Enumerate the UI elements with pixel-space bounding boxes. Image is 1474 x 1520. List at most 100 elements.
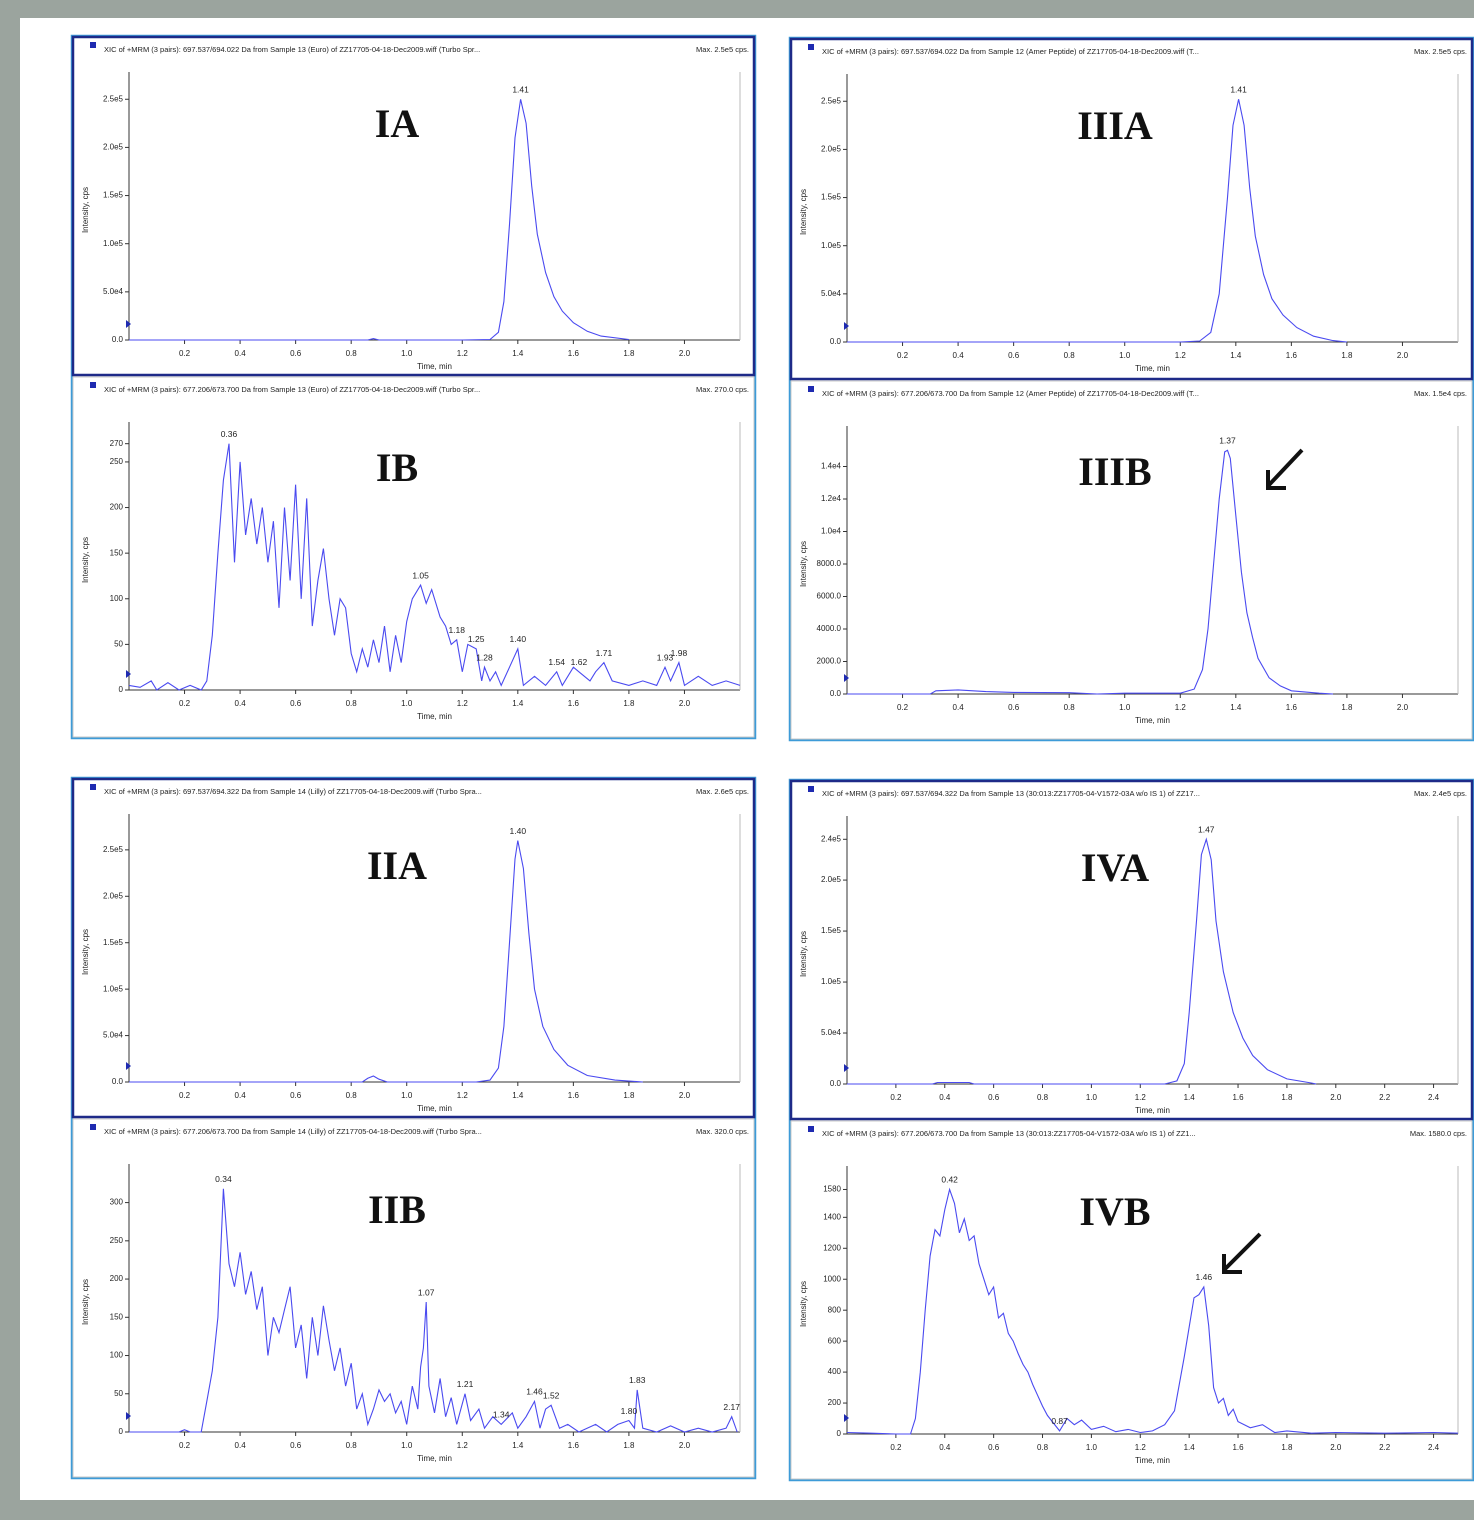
x-tick-label: 2.2: [1379, 1093, 1391, 1102]
chromatogram-panel: XIC of +MRM (3 pairs): 697.537/694.322 D…: [789, 779, 1474, 1121]
y-tick-label: 1580: [823, 1185, 841, 1194]
axis-marker: [844, 322, 849, 330]
x-tick-label: 1.8: [623, 1441, 635, 1450]
peak-label: 1.18: [448, 625, 465, 635]
x-tick-label: 0.6: [1008, 351, 1020, 360]
panel-frame: [789, 779, 1474, 1121]
y-tick-label: 50: [114, 1389, 123, 1398]
chromatogram-panel: XIC of +MRM (3 pairs): 697.537/694.022 D…: [789, 37, 1474, 381]
x-tick-label: 0.6: [988, 1093, 1000, 1102]
x-tick-label: 2.4: [1428, 1443, 1440, 1452]
x-axis-label: Time, min: [1135, 364, 1170, 373]
trace: [847, 449, 1334, 695]
max-label: Max. 2.5e5 cps.: [696, 45, 749, 54]
trace: [129, 99, 629, 341]
peak-label: 1.41: [512, 85, 529, 95]
y-axis-label: Intensity, cps: [81, 537, 90, 583]
peak-label: 1.83: [629, 1375, 646, 1385]
y-tick-label: 0.0: [830, 689, 842, 698]
y-tick-label: 2.0e5: [821, 145, 842, 154]
peak-label: 1.52: [543, 1390, 560, 1400]
y-tick-label: 600: [828, 1336, 842, 1345]
max-label: Max. 2.6e5 cps.: [696, 787, 749, 796]
y-tick-label: 800: [828, 1305, 842, 1314]
x-tick-label: 1.8: [623, 349, 635, 358]
x-tick-label: 0.6: [290, 1441, 302, 1450]
y-tick-label: 1.0e5: [103, 239, 124, 248]
y-tick-label: 100: [110, 594, 124, 603]
peak-label: 1.93: [657, 652, 674, 662]
panel-header: XIC of +MRM (3 pairs): 697.537/694.022 D…: [104, 45, 480, 54]
y-tick-label: 2.5e5: [821, 96, 842, 105]
x-tick-label: 0.4: [235, 1441, 247, 1450]
x-tick-label: 1.0: [401, 349, 413, 358]
trace: [847, 99, 1347, 343]
y-tick-label: 6000.0: [817, 592, 842, 601]
panel-label: IVA: [1081, 845, 1149, 890]
x-tick-label: 1.4: [512, 1091, 524, 1100]
y-tick-label: 8000.0: [817, 559, 842, 568]
chromatogram-panel: XIC of +MRM (3 pairs): 677.206/673.700 D…: [790, 380, 1473, 740]
y-tick-label: 0: [837, 1429, 842, 1438]
peak-label: 1.21: [457, 1379, 474, 1389]
y-tick-label: 1.5e5: [103, 191, 124, 200]
x-tick-label: 1.6: [568, 699, 580, 708]
y-tick-label: 5.0e4: [103, 1031, 124, 1040]
peak-label: 1.37: [1219, 436, 1236, 446]
header-icon: [808, 786, 814, 792]
y-axis-label: Intensity, cps: [81, 1279, 90, 1325]
y-axis-label: Intensity, cps: [81, 187, 90, 233]
arrow: [1222, 1232, 1262, 1274]
x-tick-label: 2.0: [1330, 1443, 1342, 1452]
y-tick-label: 1.0e5: [821, 977, 842, 986]
x-tick-label: 2.0: [1330, 1093, 1342, 1102]
x-tick-label: 0.2: [179, 699, 191, 708]
x-tick-label: 0.4: [953, 703, 965, 712]
x-tick-label: 0.6: [290, 349, 302, 358]
x-tick-label: 1.0: [1086, 1093, 1098, 1102]
panel-frame: [71, 777, 756, 1119]
x-tick-label: 2.0: [1397, 351, 1409, 360]
peak-label: 0.42: [941, 1175, 958, 1185]
trace: [129, 840, 643, 1083]
max-label: Max. 2.4e5 cps.: [1414, 789, 1467, 798]
x-tick-label: 1.2: [457, 349, 469, 358]
chromatogram-panel: XIC of +MRM (3 pairs): 697.537/694.322 D…: [71, 777, 756, 1119]
x-tick-label: 0.6: [1008, 703, 1020, 712]
panel-label: IVB: [1079, 1189, 1150, 1234]
x-tick-label: 0.8: [1037, 1093, 1049, 1102]
y-tick-label: 0: [119, 1427, 124, 1436]
x-tick-label: 1.2: [457, 699, 469, 708]
y-tick-label: 0: [119, 685, 124, 694]
max-label: Max. 270.0 cps.: [696, 385, 749, 394]
peak-label: 0.34: [215, 1174, 232, 1184]
x-axis-label: Time, min: [417, 1104, 452, 1113]
x-tick-label: 1.4: [1184, 1093, 1196, 1102]
panel-frame: [71, 35, 756, 377]
peak-label: 2.17: [723, 1402, 740, 1412]
x-tick-label: 0.8: [1037, 1443, 1049, 1452]
peak-label: 1.07: [418, 1287, 435, 1297]
y-axis-label: Intensity, cps: [81, 929, 90, 975]
y-tick-label: 1400: [823, 1212, 841, 1221]
x-tick-label: 0.2: [890, 1093, 902, 1102]
x-tick-label: 0.8: [346, 1091, 358, 1100]
x-tick-label: 1.6: [568, 1091, 580, 1100]
x-tick-label: 1.2: [457, 1441, 469, 1450]
y-tick-label: 1.2e4: [821, 494, 842, 503]
trace: [128, 443, 741, 691]
y-tick-label: 400: [828, 1367, 842, 1376]
peak-label: 1.28: [476, 652, 493, 662]
x-tick-label: 0.8: [346, 349, 358, 358]
x-tick-label: 2.0: [1397, 703, 1409, 712]
x-tick-label: 1.0: [1119, 703, 1131, 712]
x-tick-label: 0.8: [346, 1441, 358, 1450]
peak-label: 1.25: [468, 634, 485, 644]
header-icon: [90, 382, 96, 388]
chromatogram-panel: XIC of +MRM (3 pairs): 677.206/673.700 D…: [790, 1120, 1473, 1480]
arrow: [1266, 448, 1304, 490]
peak-label: 1.54: [548, 657, 565, 667]
chromatogram-panel: XIC of +MRM (3 pairs): 677.206/673.700 D…: [72, 1118, 755, 1478]
y-tick-label: 1.5e5: [821, 926, 842, 935]
